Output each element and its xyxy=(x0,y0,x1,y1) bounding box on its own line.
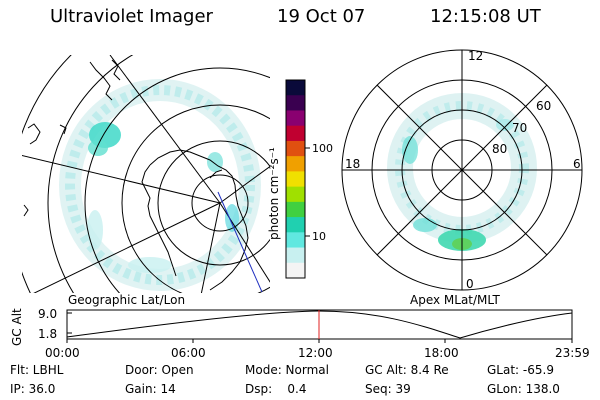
colorbar-tick-10: 10 xyxy=(312,230,326,243)
colorbar-swatch xyxy=(286,232,305,249)
colorbar-swatch xyxy=(286,171,305,188)
date-label: 19 Oct 07 xyxy=(277,6,366,27)
left-panel-caption: Geographic Lat/Lon xyxy=(68,293,185,307)
mlat-label-80: 80 xyxy=(492,142,507,156)
altitude-xtick-1800: 18:00 xyxy=(424,346,459,360)
altitude-xtick-2359: 23:59 xyxy=(555,346,590,360)
altitude-plot: 9.0 1.8 GC Alt 00:00 06:00 12:00 18:00 2… xyxy=(10,307,590,360)
colorbar-swatch xyxy=(286,247,305,264)
coastlines xyxy=(23,59,249,291)
status-gain: Gain: 14 xyxy=(125,382,176,396)
status-ip: IP: 36.0 xyxy=(10,382,56,396)
latitude-arcs xyxy=(22,55,270,293)
mlt-label-12: 12 xyxy=(468,49,483,63)
aurora-oval-geographic xyxy=(59,79,261,291)
status-mode: Mode: Normal xyxy=(245,363,329,377)
status-glon: GLon: 138.0 xyxy=(487,382,560,396)
colorbar-unit-label: photon cm⁻²s⁻¹ xyxy=(267,147,281,240)
colorbar-swatch xyxy=(286,186,305,203)
colorbar-swatch xyxy=(286,95,305,111)
colorbar-tick-100: 100 xyxy=(312,142,333,155)
altitude-ytick-bottom: 1.8 xyxy=(38,327,57,341)
status-seq: Seq: 39 xyxy=(365,382,411,396)
colorbar-swatch xyxy=(286,262,305,279)
colorbar-swatch xyxy=(286,156,305,172)
mlt-label-6: 6 xyxy=(573,157,581,171)
colorbar-swatch xyxy=(286,125,305,142)
status-dsp: Dsp: 0.4 xyxy=(245,382,307,396)
time-label: 12:15:08 UT xyxy=(430,6,541,27)
colorbar-swatch xyxy=(286,80,305,96)
colorbar-swatch xyxy=(286,201,305,218)
status-flt: Flt: LBHL xyxy=(10,363,64,377)
right-panel-caption: Apex MLat/MLT xyxy=(410,293,500,307)
colorbar: 100 10 photon cm⁻²s⁻¹ xyxy=(267,79,333,279)
mlat-label-60: 60 xyxy=(536,99,551,113)
altitude-xtick-1200: 12:00 xyxy=(298,346,333,360)
altitude-curve xyxy=(66,310,573,339)
status-door: Door: Open xyxy=(125,363,194,377)
mlat-label-70: 70 xyxy=(512,121,527,135)
colorbar-swatch xyxy=(286,110,305,127)
colorbar-frame xyxy=(285,79,306,279)
status-gc-alt: GC Alt: 8.4 Re xyxy=(365,363,449,377)
terminator-line xyxy=(217,191,263,293)
geographic-map xyxy=(22,55,270,293)
altitude-ylabel: GC Alt xyxy=(10,308,24,346)
mlt-label-18: 18 xyxy=(345,157,360,171)
instrument-title: Ultraviolet Imager xyxy=(50,6,213,27)
polar-grid-spokes xyxy=(342,50,582,290)
mlt-label-0: 0 xyxy=(466,277,474,291)
colorbar-swatch xyxy=(286,140,305,157)
status-glat: GLat: -65.9 xyxy=(487,363,554,377)
altitude-ytick-top: 9.0 xyxy=(38,307,57,321)
altitude-xtick-0000: 00:00 xyxy=(45,346,80,360)
colorbar-swatch xyxy=(286,217,305,233)
polar-plot: 12 18 6 0 60 70 80 xyxy=(341,49,583,291)
altitude-xtick-0600: 06:00 xyxy=(171,346,206,360)
